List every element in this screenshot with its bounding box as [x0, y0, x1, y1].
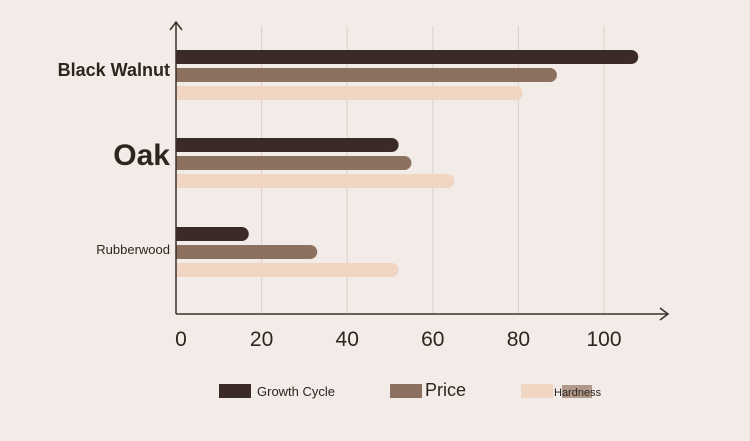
x-tick-label-60: 60	[421, 328, 444, 351]
bar-oak-growth-cycle	[176, 138, 399, 152]
x-tick-label-40: 40	[336, 328, 359, 351]
bar-black-walnut-price	[176, 68, 557, 82]
bar-black-walnut-hardness	[176, 86, 523, 100]
legend-swatch-hardness	[521, 384, 553, 398]
bar-base-1-2	[176, 174, 184, 188]
legend-label-hardness: Hardness	[554, 387, 602, 399]
category-label-black-walnut: Black Walnut	[58, 60, 170, 80]
x-tick-label-0: 0	[175, 328, 187, 351]
category-label-oak: Oak	[113, 139, 170, 172]
category-label-rubberwood: Rubberwood	[96, 242, 170, 257]
legend-swatch-growth-cycle	[219, 384, 251, 398]
legend-label-growth-cycle: Growth Cycle	[257, 384, 335, 399]
bar-oak-price	[176, 156, 412, 170]
bar-base-2-0	[176, 227, 184, 241]
bar-rubberwood-price	[176, 245, 318, 259]
bar-oak-hardness	[176, 174, 455, 188]
bar-base-2-1	[176, 245, 184, 259]
x-tick-label-20: 20	[250, 328, 273, 351]
bar-base-1-0	[176, 138, 184, 152]
bar-rubberwood-growth-cycle	[176, 227, 249, 241]
bar-base-0-0	[176, 50, 184, 64]
x-tick-label-100: 100	[586, 328, 621, 351]
bar-base-1-1	[176, 156, 184, 170]
x-tick-label-80: 80	[507, 328, 530, 351]
bar-base-0-1	[176, 68, 184, 82]
bar-base-2-2	[176, 263, 184, 277]
bar-black-walnut-growth-cycle	[176, 50, 639, 64]
y-axis-arrow-icon	[169, 20, 183, 31]
legend-swatch-price	[390, 384, 422, 398]
legend-swatch-overlay-hardness	[562, 385, 592, 398]
bar-base-0-2	[176, 86, 184, 100]
legend-label-price: Price	[425, 380, 466, 400]
x-axis-arrow-icon	[659, 307, 670, 321]
bar-rubberwood-hardness	[176, 263, 399, 277]
